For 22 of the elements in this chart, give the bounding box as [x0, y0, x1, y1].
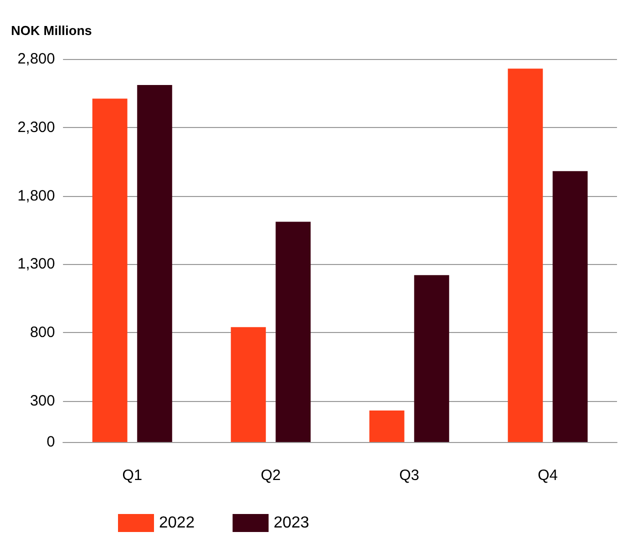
- y-tick-label: 800: [30, 324, 55, 342]
- bar: [552, 171, 588, 442]
- x-tick-label: Q2: [260, 467, 281, 484]
- y-tick-label: 1,800: [17, 187, 55, 204]
- legend-label: 2023: [274, 514, 310, 532]
- x-tick-label: Q3: [399, 467, 420, 484]
- y-tick-label: 300: [30, 392, 55, 410]
- y-tick-label: 0: [46, 434, 55, 450]
- legend-label: 2022: [159, 514, 195, 532]
- x-tick-label: Q4: [538, 467, 558, 484]
- bar: [369, 410, 404, 442]
- bar: [414, 275, 450, 442]
- bar: [230, 327, 266, 442]
- bar: [137, 84, 172, 442]
- y-tick-label: 2,300: [17, 118, 55, 136]
- bar: [508, 68, 543, 442]
- bar: [92, 98, 128, 442]
- bar: [276, 222, 311, 442]
- y-tick-label: 2,800: [17, 50, 55, 68]
- x-tick-label: Q1: [122, 467, 142, 484]
- y-tick-label: 1,300: [17, 256, 55, 273]
- y-axis-title: NOK Millions: [11, 23, 92, 38]
